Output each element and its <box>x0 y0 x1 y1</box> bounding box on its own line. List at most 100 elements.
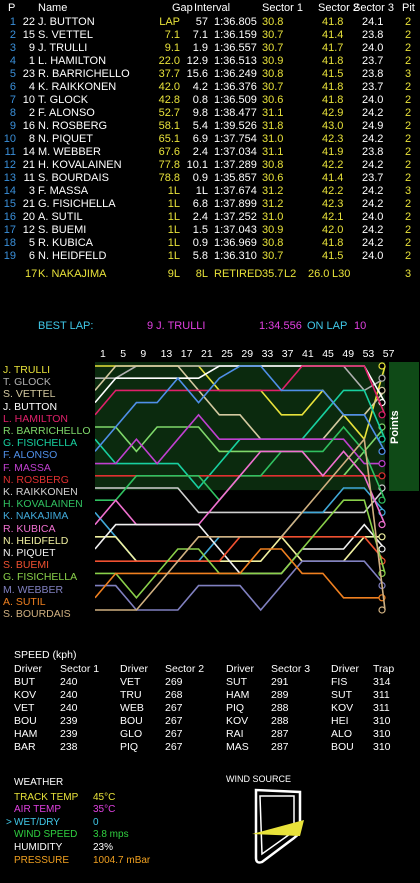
speed-value: 268 <box>165 689 183 701</box>
air-temp-label: AIR TEMP <box>14 804 62 815</box>
timing-sector2: 43.0 <box>322 120 344 132</box>
lap-chart-driver-label[interactable]: G. FISICHELLA <box>3 571 78 584</box>
timing-row[interactable]: 12 21 H. KOVALAINEN 77.8 10.1 1:37.289 30.8 42.… <box>0 159 420 172</box>
lap-chart-driver-label[interactable]: J. TRULLI <box>3 364 51 376</box>
timing-row[interactable]: 7 10 T. GLOCK 42.8 0.8 1:36.509 30.6 41.8 24.0 2 <box>0 94 420 107</box>
timing-sector2: 41.5 <box>322 250 344 262</box>
timing-row[interactable]: 13 11 S. BOURDAIS 78.8 0.9 1:35.857 30.6 41.4 23… <box>0 172 420 185</box>
timing-row[interactable]: 5 23 R. BARRICHELLO 37.7 15.6 1:36.249 30.8 41.… <box>0 68 420 81</box>
lap-chart-driver-label[interactable]: S. VETTEL <box>3 388 56 401</box>
timing-pit: 2 <box>405 42 412 54</box>
timing-lap-time: 1:37.252 <box>214 211 257 223</box>
timing-row[interactable]: 14 3 F. MASSA 1L 1L 1:37.674 31.2 42.2 24.2 3 <box>0 185 420 198</box>
timing-lap-time: 1:37.043 <box>214 224 257 236</box>
timing-row[interactable]: 4 1 L. HAMILTON 22.0 12.9 1:36.513 30.9 41.8 23.… <box>0 55 420 68</box>
timing-interval: 5.8 <box>192 250 208 262</box>
lap-chart-driver-label[interactable]: R. KUBICA <box>3 522 56 535</box>
timing-pos: 12 <box>3 159 16 171</box>
wind-speed-value: 3.8 mps <box>93 829 129 840</box>
timing-car-number: 21 <box>22 198 35 210</box>
timing-sector2: 42.3 <box>322 198 344 210</box>
driver-position-line <box>95 487 386 514</box>
lap-chart-driver-label[interactable]: H. KOVALAINEN <box>3 498 83 511</box>
timing-gap: 65.1 <box>158 133 180 145</box>
timing-sector3: 23.8 <box>362 68 384 80</box>
timing-row[interactable]: 6 4 K. RAIKKONEN 42.0 4.2 1:36.376 30.7 41.8 23.… <box>0 81 420 94</box>
lap-chart-driver-label[interactable]: L. HAMILTON <box>3 412 68 425</box>
timing-row[interactable]: 9 16 N. ROSBERG 58.1 5.4 1:39.526 31.8 43.0 24.9… <box>0 120 420 133</box>
retired-status: RETIRED <box>214 268 263 280</box>
timing-row[interactable]: 15 21 G. FISICHELLA 1L 6.8 1:37.899 31.2 42.3 24… <box>0 198 420 211</box>
timing-row[interactable]: 1 22 J. BUTTON LAP 57 1:36.805 30.8 41.8 24.1 2 <box>0 16 420 29</box>
timing-sector1: 30.8 <box>262 68 284 80</box>
lap-chart-driver-label[interactable]: N. HEIDFELD <box>3 534 69 547</box>
timing-row[interactable]: 10 8 N. PIQUET 65.1 6.9 1:37.754 31.0 42.3 24.2 2 <box>0 133 420 146</box>
timing-lap-time: 1:37.754 <box>214 133 257 145</box>
lap-chart-driver-label[interactable]: R. BARRICHELLO <box>3 425 91 437</box>
timing-lap-time: 1:36.969 <box>214 237 257 249</box>
speed-h-trap: Trap <box>373 663 395 675</box>
lap-tick: 9 <box>140 348 147 360</box>
timing-row[interactable]: 11 14 M. WEBBER 67.6 2.4 1:37.034 31.1 41.9 23.8… <box>0 146 420 159</box>
timing-car-number: 10 <box>22 94 35 106</box>
timing-driver-name: K. RAIKKONEN <box>38 81 117 93</box>
lap-chart-driver-label[interactable]: A. SUTIL <box>3 595 46 608</box>
timing-sector3: 23.7 <box>362 172 384 184</box>
speed-h-driver3: Driver <box>226 663 254 675</box>
timing-pit: 2 <box>405 198 412 210</box>
timing-sector2: 42.1 <box>322 211 344 223</box>
lap-chart-driver-label[interactable]: J. BUTTON <box>3 400 58 413</box>
timing-driver-name: T. GLOCK <box>38 94 89 106</box>
lap-tick: 53 <box>362 348 375 360</box>
speed-h-driver4: Driver <box>331 663 359 675</box>
lap-chart-driver-label[interactable]: S. BOURDAIS <box>3 608 71 620</box>
lap-chart-driver-label[interactable]: G. FISICHELLA <box>3 437 78 450</box>
timing-pit: 2 <box>405 250 412 262</box>
lap-chart-driver-label[interactable]: M. WEBBER <box>3 583 64 596</box>
timing-driver-name: L. HAMILTON <box>38 55 107 67</box>
driver-position-end-marker <box>378 606 386 614</box>
timing-row-retired[interactable]: 17 K. NAKAJIMA 9L 8L RETIRED 35.7 L2 26.… <box>0 268 420 281</box>
timing-pos: 13 <box>3 172 16 184</box>
timing-row[interactable]: 3 9 J. TRULLI 9.1 1.9 1:36.557 30.7 41.7 24.0 2 <box>0 42 420 55</box>
timing-row[interactable]: 19 6 N. HEIDFELD 1L 5.8 1:36.310 30.7 41.5 24.0 2 <box>0 250 420 263</box>
speed-driver: MAS <box>226 741 249 753</box>
driver-position-line <box>95 523 386 575</box>
lap-chart-driver-label[interactable]: K. RAIKKONEN <box>3 486 78 498</box>
timing-row[interactable]: 17 12 S. BUEMI 1L 1.5 1:37.043 30.9 42.0 24.2 2 <box>0 224 420 237</box>
timing-sector1: 31.0 <box>262 133 284 145</box>
speed-value: 288 <box>271 702 289 714</box>
speed-value: 267 <box>165 702 183 714</box>
lap-chart-driver-label[interactable]: S. BUEMI <box>3 559 50 572</box>
lap-chart-driver-label[interactable]: T. GLOCK <box>3 376 51 389</box>
timing-pos: 11 <box>4 146 16 158</box>
timing-row[interactable]: 16 20 A. SUTIL 1L 2.4 1:37.252 31.0 42.1 24.0 2 <box>0 211 420 224</box>
driver-position-line <box>95 437 386 611</box>
lap-chart-driver-label[interactable]: F. ALONSO <box>3 449 58 462</box>
lap-chart-driver-label[interactable]: F. MASSA <box>3 461 51 474</box>
points-tab[interactable]: Points <box>389 362 419 491</box>
timing-sector3: 24.0 <box>362 211 384 223</box>
timing-sector2: 41.9 <box>322 146 344 158</box>
wind-source-label: WIND SOURCE <box>226 774 291 784</box>
timing-sector1: 30.7 <box>262 81 284 93</box>
timing-sector2: 42.0 <box>322 224 344 236</box>
timing-lap-time: 1:37.289 <box>214 159 257 171</box>
timing-gap: 52.7 <box>158 107 180 119</box>
lap-chart-driver-label[interactable]: N. PIQUET <box>3 547 56 559</box>
timing-interval: 7.1 <box>192 29 208 41</box>
driver-position-end-marker <box>378 496 386 504</box>
timing-pit: 2 <box>405 120 412 132</box>
timing-driver-name: H. KOVALAINEN <box>38 159 122 171</box>
wetdry-label[interactable]: WET/DRY <box>14 817 60 828</box>
driver-position-line <box>95 365 386 440</box>
lap-chart-driver-label[interactable]: N. ROSBERG <box>3 473 69 486</box>
lap-chart-driver-label[interactable]: K. NAKAJIMA <box>3 510 69 523</box>
lap-tick: 1 <box>100 348 106 360</box>
timing-row[interactable]: 8 2 F. ALONSO 52.7 9.8 1:38.477 31.1 42.9 24.2 2 <box>0 107 420 120</box>
driver-position-end-marker <box>378 533 386 541</box>
timing-sector1: 30.9 <box>262 224 284 236</box>
retired-s1: 35.7 <box>262 268 284 280</box>
timing-row[interactable]: 2 15 S. VETTEL 7.1 7.1 1:36.159 30.7 41.4 23.8 2 <box>0 29 420 42</box>
timing-row[interactable]: 18 5 R. KUBICA 1L 0.9 1:36.969 30.8 41.8 24.2 2 <box>0 237 420 250</box>
